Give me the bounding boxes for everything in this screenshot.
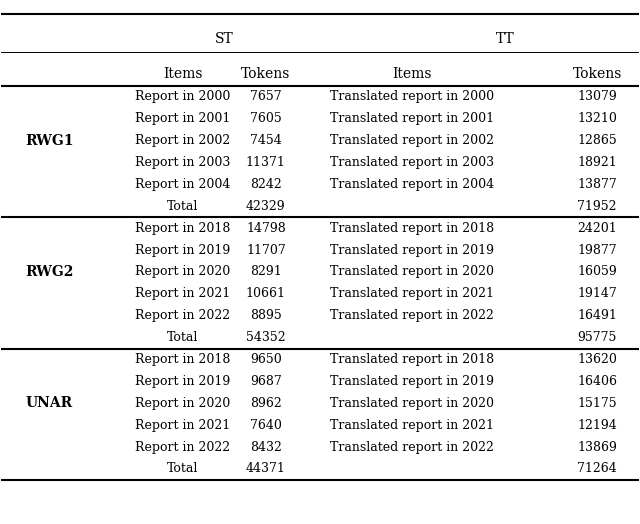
Text: 7454: 7454 bbox=[250, 134, 282, 147]
Text: 9687: 9687 bbox=[250, 375, 282, 388]
Text: 12865: 12865 bbox=[577, 134, 617, 147]
Text: 13877: 13877 bbox=[577, 178, 617, 191]
Text: 19877: 19877 bbox=[577, 244, 617, 257]
Text: 12194: 12194 bbox=[577, 419, 617, 432]
Text: Report in 2018: Report in 2018 bbox=[135, 222, 230, 235]
Text: Report in 2021: Report in 2021 bbox=[136, 287, 230, 300]
Text: Translated report in 2002: Translated report in 2002 bbox=[330, 134, 494, 147]
Text: Translated report in 2000: Translated report in 2000 bbox=[330, 90, 495, 103]
Text: 13210: 13210 bbox=[577, 112, 617, 125]
Text: 7605: 7605 bbox=[250, 112, 282, 125]
Text: Translated report in 2004: Translated report in 2004 bbox=[330, 178, 495, 191]
Text: 71264: 71264 bbox=[577, 463, 617, 475]
Text: Report in 2018: Report in 2018 bbox=[135, 353, 230, 366]
Text: Report in 2004: Report in 2004 bbox=[135, 178, 230, 191]
Text: Translated report in 2019: Translated report in 2019 bbox=[330, 244, 494, 257]
Text: Report in 2019: Report in 2019 bbox=[136, 375, 230, 388]
Text: 16491: 16491 bbox=[577, 309, 617, 322]
Text: 7640: 7640 bbox=[250, 419, 282, 432]
Text: 24201: 24201 bbox=[577, 222, 617, 235]
Text: Total: Total bbox=[167, 200, 198, 213]
Text: Translated report in 2022: Translated report in 2022 bbox=[330, 309, 494, 322]
Text: Report in 2020: Report in 2020 bbox=[136, 266, 230, 278]
Text: Translated report in 2021: Translated report in 2021 bbox=[330, 287, 494, 300]
Text: 42329: 42329 bbox=[246, 200, 285, 213]
Text: 54352: 54352 bbox=[246, 331, 285, 344]
Text: 8962: 8962 bbox=[250, 397, 282, 410]
Text: 13079: 13079 bbox=[577, 90, 617, 103]
Text: Translated report in 2020: Translated report in 2020 bbox=[330, 397, 494, 410]
Text: RWG2: RWG2 bbox=[25, 265, 74, 279]
Text: Report in 2002: Report in 2002 bbox=[136, 134, 230, 147]
Text: UNAR: UNAR bbox=[26, 396, 73, 410]
Text: 14798: 14798 bbox=[246, 222, 285, 235]
Text: ST: ST bbox=[215, 32, 234, 47]
Text: 13620: 13620 bbox=[577, 353, 617, 366]
Text: Report in 2022: Report in 2022 bbox=[136, 441, 230, 454]
Text: TT: TT bbox=[495, 32, 514, 47]
Text: 13869: 13869 bbox=[577, 441, 617, 454]
Text: 16406: 16406 bbox=[577, 375, 617, 388]
Text: Translated report in 2020: Translated report in 2020 bbox=[330, 266, 494, 278]
Text: Report in 2020: Report in 2020 bbox=[136, 397, 230, 410]
Text: Translated report in 2018: Translated report in 2018 bbox=[330, 222, 495, 235]
Text: 8242: 8242 bbox=[250, 178, 282, 191]
Text: Translated report in 2003: Translated report in 2003 bbox=[330, 156, 495, 169]
Text: Translated report in 2022: Translated report in 2022 bbox=[330, 441, 494, 454]
Text: 7657: 7657 bbox=[250, 90, 282, 103]
Text: 8895: 8895 bbox=[250, 309, 282, 322]
Text: Tokens: Tokens bbox=[241, 67, 291, 81]
Text: Items: Items bbox=[163, 67, 203, 81]
Text: 9650: 9650 bbox=[250, 353, 282, 366]
Text: Total: Total bbox=[167, 463, 198, 475]
Text: Tokens: Tokens bbox=[573, 67, 622, 81]
Text: 11371: 11371 bbox=[246, 156, 286, 169]
Text: 10661: 10661 bbox=[246, 287, 286, 300]
Text: Items: Items bbox=[393, 67, 432, 81]
Text: Report in 2001: Report in 2001 bbox=[135, 112, 230, 125]
Text: 8291: 8291 bbox=[250, 266, 282, 278]
Text: Translated report in 2021: Translated report in 2021 bbox=[330, 419, 494, 432]
Text: Report in 2000: Report in 2000 bbox=[135, 90, 230, 103]
Text: 19147: 19147 bbox=[577, 287, 617, 300]
Text: Translated report in 2018: Translated report in 2018 bbox=[330, 353, 495, 366]
Text: Report in 2003: Report in 2003 bbox=[135, 156, 230, 169]
Text: RWG1: RWG1 bbox=[25, 134, 74, 148]
Text: 44371: 44371 bbox=[246, 463, 286, 475]
Text: Report in 2021: Report in 2021 bbox=[136, 419, 230, 432]
Text: Report in 2022: Report in 2022 bbox=[136, 309, 230, 322]
Text: 18921: 18921 bbox=[577, 156, 617, 169]
Text: 95775: 95775 bbox=[577, 331, 617, 344]
Text: Translated report in 2019: Translated report in 2019 bbox=[330, 375, 494, 388]
Text: 11707: 11707 bbox=[246, 244, 285, 257]
Text: 8432: 8432 bbox=[250, 441, 282, 454]
Text: 71952: 71952 bbox=[577, 200, 617, 213]
Text: Report in 2019: Report in 2019 bbox=[136, 244, 230, 257]
Text: Translated report in 2001: Translated report in 2001 bbox=[330, 112, 495, 125]
Text: 16059: 16059 bbox=[577, 266, 617, 278]
Text: 15175: 15175 bbox=[577, 397, 617, 410]
Text: Total: Total bbox=[167, 331, 198, 344]
